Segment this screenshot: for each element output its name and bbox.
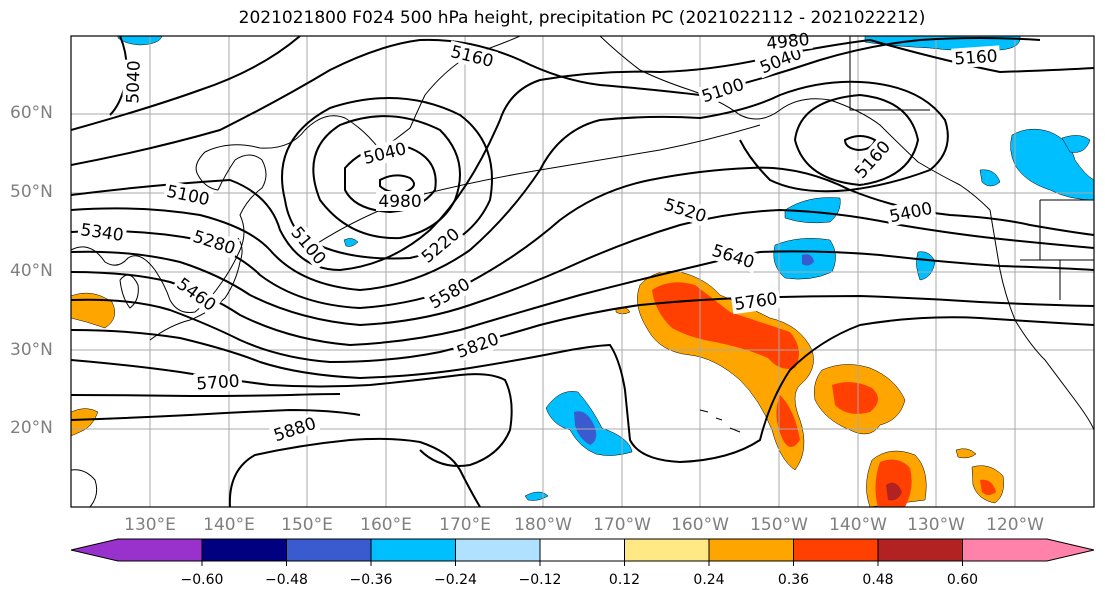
contour-label: 5760: [733, 289, 779, 315]
colorbar-segment: [624, 538, 710, 562]
colorbar-segment: [455, 538, 541, 562]
lon-label: 130°E: [124, 515, 176, 535]
gridlines: [71, 36, 1094, 507]
precip-shading: [71, 36, 1094, 507]
lon-label: 140°E: [203, 515, 255, 535]
lon-label: 120°W: [986, 515, 1044, 535]
aleutians: [309, 124, 761, 249]
colorbar-segment: [286, 538, 372, 562]
map-title: 2021021800 F024 500 hPa height, precipit…: [238, 8, 926, 28]
colorbar: [70, 538, 1095, 566]
colorbar-segment: [793, 538, 879, 562]
colorbar-segment: [708, 538, 794, 562]
philippines-coast: [71, 469, 98, 507]
colorbar-tick-label: −0.48: [265, 572, 308, 588]
colorbar-tick-label: −0.36: [349, 572, 393, 588]
alaska-coast: [599, 36, 991, 211]
lon-label: 150°W: [750, 515, 808, 535]
contour-label: 4980: [378, 192, 421, 212]
colorbar-segment: [201, 538, 287, 562]
lon-label: 140°W: [829, 515, 887, 535]
colorbar-tick-label: 0.60: [946, 572, 979, 588]
lon-label: 130°W: [907, 515, 965, 535]
lat-label: 30°N: [10, 340, 53, 360]
lon-label: 160°E: [360, 515, 412, 535]
colorbar-tick-label: 0.12: [608, 572, 641, 588]
colorbar-segment: [370, 538, 456, 562]
lat-label: 20°N: [10, 418, 53, 438]
lat-label: 40°N: [10, 261, 53, 281]
colorbar-tick-label: −0.60: [180, 572, 224, 588]
contour-label: 5820: [454, 329, 501, 363]
contour-label: 5160: [954, 47, 999, 70]
lat-label: 60°N: [10, 103, 53, 123]
lon-label: 180°W: [514, 515, 572, 535]
colorbar-tick-label: −0.12: [518, 572, 562, 588]
contour-label: 5880: [271, 414, 318, 446]
us-border: [849, 36, 1094, 300]
contour-label: 5280: [190, 227, 237, 259]
height-contours: [71, 36, 1094, 507]
colorbar-segment: [70, 538, 203, 562]
contour-label: 4980: [765, 30, 810, 54]
colorbar-segment: [539, 538, 625, 562]
colorbar-tick-label: −0.24: [434, 572, 477, 588]
contour-label: 5400: [888, 199, 934, 228]
colorbar-tick-label: 0.24: [693, 572, 725, 588]
contour-label: 5340: [79, 220, 125, 246]
contour-label: 5640: [709, 241, 756, 273]
colorbar-segment: [877, 538, 963, 562]
lon-label: 170°W: [593, 515, 651, 535]
lon-label: 170°E: [439, 515, 491, 535]
map-frame: [70, 35, 1095, 508]
contour-label: 5100: [165, 182, 211, 211]
contour-label: 5160: [449, 42, 496, 72]
colorbar-tick-label: 0.36: [777, 572, 810, 588]
contour-label: 5040: [362, 139, 409, 169]
lon-label: 150°E: [281, 515, 333, 535]
lon-label: 160°W: [671, 515, 729, 535]
japan-coast: [149, 237, 243, 341]
colorbar-segment: [962, 538, 1095, 562]
map-area: [71, 36, 1094, 507]
contour-label: 5520: [661, 195, 708, 227]
colorbar-tick-label: 0.48: [862, 572, 894, 588]
contour-label: 5700: [196, 372, 241, 395]
contour-label: 5100: [699, 75, 746, 107]
hawaii: [699, 409, 741, 433]
contour-label: 5580: [426, 275, 473, 314]
contour-label: 5040: [123, 60, 144, 104]
lat-label: 50°N: [10, 182, 53, 202]
